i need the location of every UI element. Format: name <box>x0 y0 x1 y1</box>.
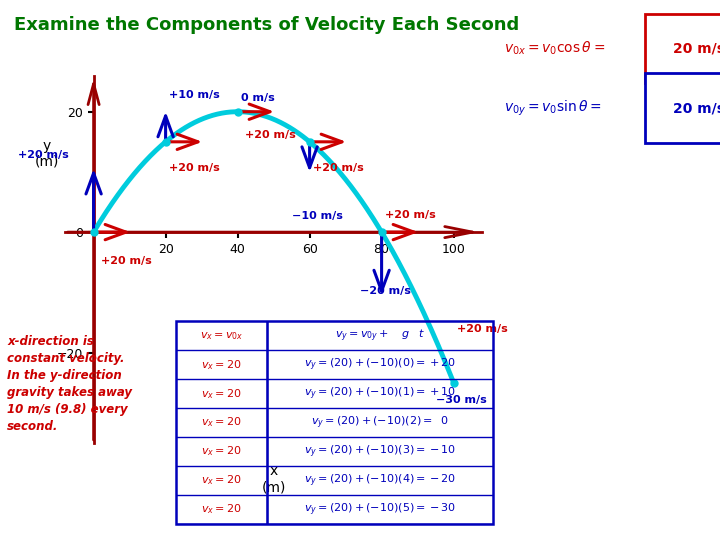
Text: y
(m): y (m) <box>35 139 59 169</box>
Text: −20 m/s: −20 m/s <box>360 286 411 296</box>
Text: $v_y = (20)+(-10)(3) = -10$: $v_y = (20)+(-10)(3) = -10$ <box>304 443 456 460</box>
Text: +20 m/s: +20 m/s <box>101 256 151 266</box>
Text: $v_x = 20$: $v_x = 20$ <box>202 387 242 401</box>
Text: +10 m/s: +10 m/s <box>169 90 220 100</box>
Text: x-direction is
constant velocity.
In the y-direction
gravity takes away
10 m/s (: x-direction is constant velocity. In the… <box>7 335 132 433</box>
Text: $v_{0y} = v_0 \sin\theta = $: $v_{0y} = v_0 \sin\theta = $ <box>504 98 602 118</box>
Text: −10 m/s: −10 m/s <box>292 211 343 221</box>
Text: +20 m/s: +20 m/s <box>245 130 295 140</box>
Text: $v_x = 20$: $v_x = 20$ <box>202 444 242 458</box>
Text: +20 m/s: +20 m/s <box>169 163 220 173</box>
Text: $v_y = (20)+(-10)(5) = -30$: $v_y = (20)+(-10)(5) = -30$ <box>304 501 456 517</box>
Text: $v_x = 20$: $v_x = 20$ <box>202 358 242 372</box>
Text: $v_y = (20)+(-10)(4) = -20$: $v_y = (20)+(-10)(4) = -20$ <box>304 472 456 489</box>
Text: $v_y = v_{0y}+\quad g \quad t$: $v_y = v_{0y}+\quad g \quad t$ <box>335 328 426 344</box>
Text: +20 m/s: +20 m/s <box>457 325 508 334</box>
Text: +20 m/s: +20 m/s <box>385 210 436 220</box>
Text: $v_y = (20)+(-10)(1) = +10$: $v_y = (20)+(-10)(1) = +10$ <box>304 386 456 402</box>
Text: +20 m/s: +20 m/s <box>313 163 364 173</box>
Text: $v_x = v_{0x}$: $v_x = v_{0x}$ <box>200 330 243 342</box>
Text: 20 m/s: 20 m/s <box>673 101 720 115</box>
Text: x
(m): x (m) <box>261 464 286 494</box>
Text: $v_x = 20$: $v_x = 20$ <box>202 474 242 487</box>
Text: $v_{0x} = v_0 \cos\theta = $: $v_{0x} = v_0 \cos\theta = $ <box>504 40 606 57</box>
Text: $v_y = (20)+(-10)(0) = +20$: $v_y = (20)+(-10)(0) = +20$ <box>304 356 456 373</box>
Text: 20 m/s: 20 m/s <box>673 42 720 56</box>
Text: 0 m/s: 0 m/s <box>241 93 275 103</box>
Text: Examine the Components of Velocity Each Second: Examine the Components of Velocity Each … <box>14 16 520 34</box>
Text: +20 m/s: +20 m/s <box>18 150 68 160</box>
Text: $v_x = 20$: $v_x = 20$ <box>202 502 242 516</box>
Text: −30 m/s: −30 m/s <box>436 395 486 404</box>
Text: $v_x = 20$: $v_x = 20$ <box>202 416 242 429</box>
Text: $v_y = (20)+(-10)(2) = \;\;0$: $v_y = (20)+(-10)(2) = \;\;0$ <box>311 414 449 431</box>
